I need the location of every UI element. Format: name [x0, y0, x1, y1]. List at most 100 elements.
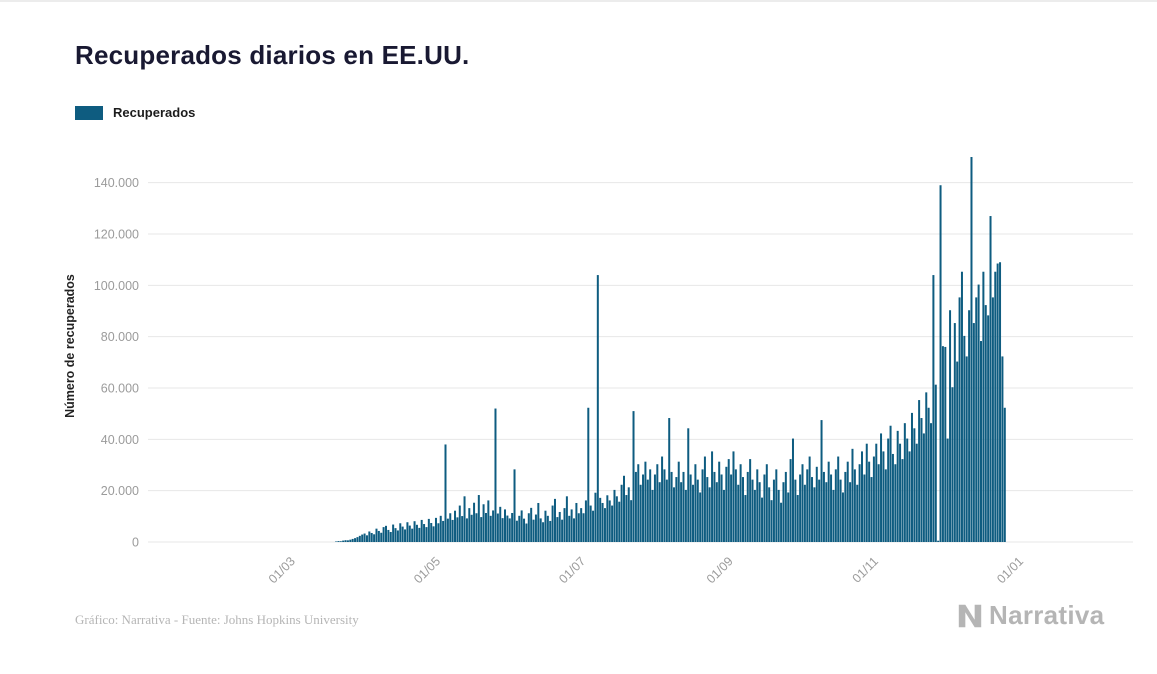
bar	[456, 517, 459, 542]
bar	[680, 482, 683, 542]
bar	[508, 518, 511, 542]
bar	[601, 502, 604, 542]
bar	[408, 525, 411, 542]
bar	[396, 530, 399, 542]
bar	[870, 477, 873, 542]
bar	[375, 528, 378, 542]
bar	[587, 407, 590, 542]
bar	[913, 428, 916, 542]
bar	[841, 492, 844, 542]
bar	[592, 510, 595, 542]
bar	[903, 423, 906, 542]
bar	[782, 482, 785, 542]
bar	[468, 508, 471, 542]
bar	[837, 456, 840, 542]
bar	[580, 508, 583, 542]
bar	[853, 469, 856, 542]
bar	[506, 515, 509, 542]
bar	[941, 346, 944, 542]
bar	[784, 471, 787, 542]
bar	[534, 514, 537, 542]
bar	[415, 524, 418, 542]
bar	[642, 474, 645, 542]
y-tick-label: 100.000	[94, 279, 139, 293]
bar	[458, 505, 461, 542]
bar	[715, 482, 718, 542]
bar	[373, 534, 376, 542]
bar	[822, 471, 825, 542]
x-tick-label: 01/09	[704, 554, 736, 586]
x-tick-label: 01/01	[994, 554, 1026, 586]
bar	[806, 469, 809, 542]
bar	[880, 433, 883, 542]
bar	[758, 482, 761, 542]
bar	[699, 492, 702, 542]
bar	[891, 453, 894, 542]
y-tick-label: 60.000	[101, 382, 139, 396]
narrativa-n-icon	[958, 604, 982, 627]
bar	[563, 508, 566, 542]
bar	[394, 528, 397, 542]
bar	[644, 461, 647, 542]
y-tick-label: 0	[132, 536, 139, 550]
bar	[927, 407, 930, 542]
bar	[901, 459, 904, 542]
bar	[722, 489, 725, 542]
bar	[932, 275, 935, 542]
bar	[434, 517, 437, 542]
bar	[815, 466, 818, 542]
bar	[811, 477, 814, 542]
bar	[404, 529, 407, 542]
bar	[949, 310, 952, 542]
bar	[482, 504, 485, 542]
bar	[344, 540, 347, 542]
bar	[515, 520, 518, 542]
bar	[675, 477, 678, 542]
bar	[627, 487, 630, 542]
bar	[670, 471, 673, 542]
bar	[692, 484, 695, 542]
bar	[437, 523, 440, 542]
bar	[875, 443, 878, 542]
bar	[982, 271, 985, 542]
bar	[565, 496, 568, 542]
bar	[889, 425, 892, 542]
bar	[887, 438, 890, 542]
bar	[884, 469, 887, 542]
bar	[356, 537, 359, 542]
bar	[444, 444, 447, 542]
bar	[618, 501, 621, 542]
bar	[768, 487, 771, 542]
bar	[632, 411, 635, 542]
bar	[520, 510, 523, 542]
bar	[906, 438, 909, 542]
bar	[411, 528, 414, 542]
bar	[672, 487, 675, 542]
bar	[706, 477, 709, 542]
bar	[589, 505, 592, 542]
bar	[653, 474, 656, 542]
bar	[661, 456, 664, 542]
bar	[970, 157, 973, 542]
bar	[365, 535, 368, 542]
bar	[813, 487, 816, 542]
bar	[987, 315, 990, 542]
bar	[839, 479, 842, 542]
bar	[732, 451, 735, 542]
bar	[830, 474, 833, 542]
bar	[775, 469, 778, 542]
bar	[380, 532, 383, 542]
bar	[818, 479, 821, 542]
bar	[335, 541, 338, 542]
plot-svg: 0 20.000 40.000 60.000 80.000 100.000 120.000 1…	[94, 157, 1133, 586]
bar	[625, 495, 628, 542]
bar	[851, 448, 854, 542]
bar	[584, 500, 587, 542]
bar	[368, 531, 371, 542]
bar	[730, 474, 733, 542]
bar	[703, 456, 706, 542]
bar	[551, 505, 554, 542]
bar	[946, 438, 949, 542]
bar	[537, 502, 540, 542]
bar	[370, 533, 373, 542]
